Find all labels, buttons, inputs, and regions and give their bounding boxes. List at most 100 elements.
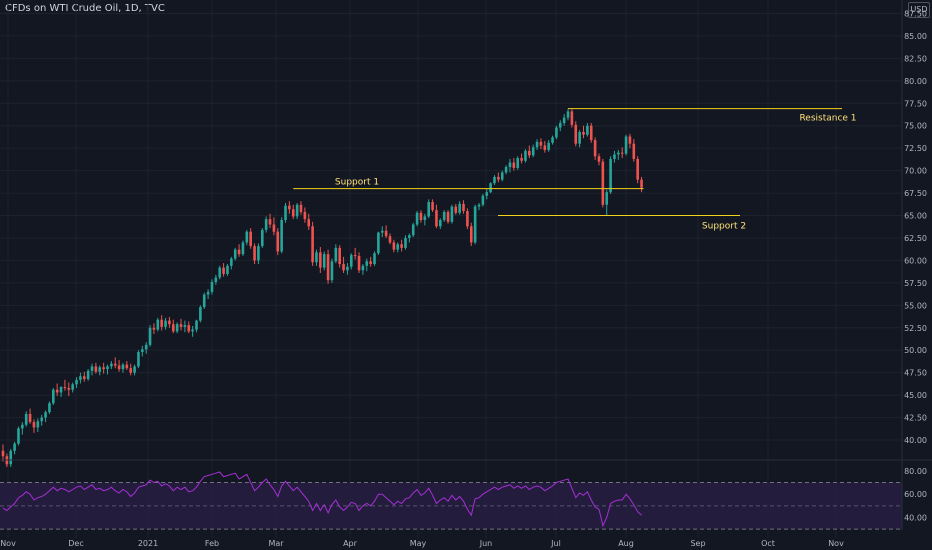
price-tick-label: 40.00 — [904, 436, 927, 445]
candle — [71, 382, 74, 393]
candle-body — [13, 443, 16, 451]
candle-body — [268, 219, 272, 225]
candle-body — [640, 179, 643, 188]
candle — [601, 158, 605, 208]
candle-body — [75, 379, 78, 385]
candle-body — [497, 176, 500, 180]
candle — [230, 256, 233, 270]
candle-body — [129, 368, 133, 373]
candle — [249, 228, 252, 249]
rsi-tick-label: 40.00 — [904, 514, 927, 523]
candle-body — [512, 162, 516, 168]
candle-body — [214, 277, 218, 282]
rsi-indicator — [0, 471, 902, 530]
candle-body — [121, 364, 125, 370]
candle — [562, 114, 566, 126]
candle-body — [28, 413, 32, 423]
candle-body — [578, 132, 581, 144]
candle-body — [288, 205, 291, 210]
candle — [288, 201, 291, 214]
candle — [469, 222, 473, 247]
candle-body — [404, 237, 407, 248]
candle — [160, 315, 163, 331]
candle-body — [466, 211, 469, 227]
candle-body — [493, 176, 496, 184]
price-tick-label: 47.50 — [904, 369, 927, 378]
candle — [613, 150, 616, 163]
candle — [315, 249, 318, 266]
candle — [497, 172, 500, 183]
price-tick-label: 42.50 — [904, 414, 927, 423]
time-tick-label: Apr — [343, 539, 358, 548]
candle-body — [210, 281, 214, 292]
candle-body — [388, 236, 392, 243]
candle — [489, 182, 492, 194]
candle-body — [605, 192, 609, 205]
candle-body — [164, 320, 167, 327]
candle-body — [628, 136, 632, 144]
candle — [408, 233, 411, 243]
candle-body — [1, 450, 5, 457]
candle — [210, 279, 214, 295]
candle-body — [462, 203, 465, 212]
candle — [373, 251, 376, 266]
currency-badge[interactable]: USD — [908, 2, 930, 18]
time-tick-label: Dec — [68, 539, 83, 548]
candle — [485, 188, 489, 200]
candle-body — [520, 158, 523, 161]
candle — [624, 134, 628, 156]
candle-body — [117, 365, 121, 370]
candle — [187, 321, 191, 334]
candle — [141, 345, 144, 357]
candle-body — [144, 344, 148, 350]
candle-body — [9, 450, 13, 465]
candle-body — [458, 203, 461, 213]
candle-body — [489, 183, 492, 193]
candle-body — [36, 421, 40, 428]
time-tick-label: Jun — [479, 539, 493, 548]
candle-body — [206, 291, 210, 295]
candle-body — [485, 192, 489, 196]
candle — [280, 217, 283, 254]
time-tick-label: Sep — [690, 539, 705, 548]
price-tick-label: 85.00 — [904, 32, 927, 41]
candle-body — [408, 235, 411, 238]
candle-body — [508, 162, 512, 168]
candle-body — [199, 307, 202, 321]
candle-body — [334, 247, 338, 262]
candle — [113, 357, 117, 369]
price-tick-label: 80.00 — [904, 77, 927, 86]
candle-body — [593, 140, 597, 157]
candle-body — [264, 219, 268, 230]
candle-body — [531, 147, 535, 156]
candle-body — [179, 324, 183, 327]
candle-body — [551, 137, 554, 143]
candle — [404, 235, 407, 250]
candle — [110, 361, 113, 370]
candle — [86, 369, 90, 381]
candle — [264, 216, 268, 233]
candle-body — [40, 417, 43, 422]
candle-body — [106, 366, 109, 370]
candle — [82, 371, 86, 382]
candle-body — [357, 255, 361, 271]
candle — [133, 364, 136, 376]
candle-body — [361, 265, 365, 271]
price-tick-label: 82.50 — [904, 54, 927, 63]
candle-body — [307, 219, 311, 227]
candle-body — [350, 255, 353, 267]
candle — [175, 322, 179, 334]
candle-body — [17, 428, 20, 444]
candle-body — [125, 364, 129, 369]
candle — [1, 444, 5, 462]
candle-body — [272, 224, 276, 232]
candle-body — [373, 253, 376, 265]
candle — [435, 204, 438, 229]
candle-body — [71, 384, 74, 390]
candle — [466, 208, 469, 229]
candle-body — [191, 329, 194, 332]
candle-body — [32, 422, 36, 428]
candle-body — [330, 261, 334, 281]
price-tick-label: 45.00 — [904, 391, 927, 400]
